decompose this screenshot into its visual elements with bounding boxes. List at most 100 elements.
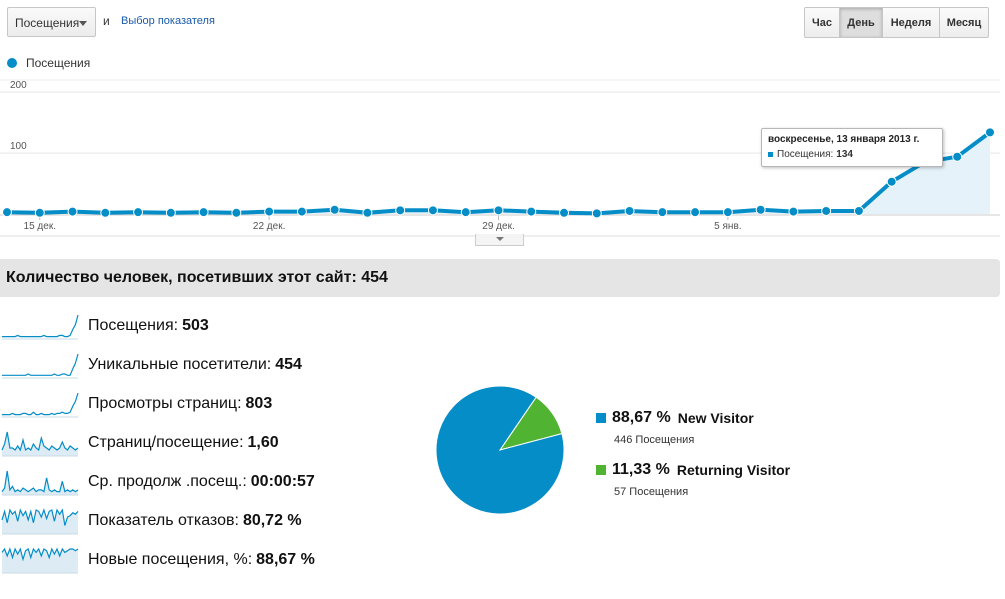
metric-select[interactable]: Посещения — [7, 7, 96, 37]
data-point[interactable] — [329, 204, 340, 215]
data-point[interactable] — [591, 208, 602, 219]
sparkline-area — [2, 510, 78, 534]
and-text: и — [103, 14, 110, 28]
sparkline-line — [1, 508, 79, 526]
period-hour-button[interactable]: Час — [804, 7, 840, 38]
data-point[interactable] — [264, 206, 275, 217]
metric-row-pages-per-visit[interactable]: Страниц/посещение: 1,60 — [0, 428, 279, 458]
new-visitor-percent: 88,67 % — [612, 409, 671, 426]
metric-pages-per-visit: Страниц/посещение: 1,60 — [88, 434, 279, 451]
new-visitor-square-icon — [596, 413, 606, 423]
data-point[interactable] — [395, 205, 406, 216]
sparkline-bounce-rate — [1, 508, 79, 535]
data-point[interactable] — [133, 207, 144, 218]
tooltip-series-square-icon — [768, 152, 773, 157]
data-point[interactable] — [362, 207, 373, 218]
period-selector: Час День Неделя Месяц — [804, 7, 989, 38]
data-point[interactable] — [67, 206, 78, 217]
period-day-button[interactable]: День — [839, 7, 883, 38]
data-point[interactable] — [952, 151, 963, 162]
sparkline-line — [2, 353, 79, 376]
data-point[interactable] — [853, 205, 864, 216]
data-point[interactable] — [100, 207, 111, 218]
metric-row-pageviews[interactable]: Просмотры страниц: 803 — [0, 389, 272, 419]
visits-area — [7, 132, 990, 214]
y-tick-label: 100 — [10, 141, 27, 152]
metric-row-visits[interactable]: Посещения: 503 — [0, 311, 209, 341]
metric-visits: Посещения: 503 — [88, 317, 209, 334]
metric-row-unique-visitors[interactable]: Уникальные посетители: 454 — [0, 350, 302, 380]
summary-header: Количество человек, посетивших этот сайт… — [0, 259, 1000, 297]
new-visitor-label: New Visitor — [677, 410, 754, 426]
data-point[interactable] — [690, 207, 701, 218]
metric-row-bounce-rate[interactable]: Показатель отказов: 80,72 % — [0, 506, 302, 536]
x-tick-label: 22 дек. — [253, 221, 285, 232]
visitor-type-pie — [435, 385, 565, 515]
pie-legend-new-visitor: 88,67 % New Visitor 446 Посещения — [596, 409, 754, 446]
summary-title: Количество человек, посетивших этот сайт… — [6, 269, 388, 286]
returning-visitor-count: 57 Посещения — [614, 486, 689, 498]
sparkline-line — [1, 470, 79, 493]
sparkline-pageviews — [2, 392, 79, 418]
data-point[interactable] — [460, 207, 471, 218]
sparkline-line — [2, 392, 79, 416]
legend-dot-icon — [7, 58, 17, 68]
data-point[interactable] — [296, 206, 307, 217]
data-point[interactable] — [427, 205, 438, 216]
sparkline-line — [1, 431, 79, 452]
sparkline-line — [1, 547, 79, 562]
data-point[interactable] — [231, 207, 242, 218]
collapse-arrow-icon — [496, 237, 504, 241]
data-point[interactable] — [493, 205, 504, 216]
x-tick-label: 5 янв. — [714, 221, 741, 232]
sparkline-line — [2, 314, 79, 338]
metric-pageviews: Просмотры страниц: 803 — [88, 395, 273, 412]
pie-legend-returning-visitor: 11,33 % Returning Visitor 57 Посещения — [596, 461, 790, 498]
period-month-button[interactable]: Месяц — [939, 7, 989, 38]
sparkline-unique-visitors — [2, 353, 79, 379]
data-point[interactable] — [526, 206, 537, 217]
chart-legend: Посещения — [7, 56, 90, 70]
sparkline-visits — [2, 314, 79, 340]
returning-visitor-square-icon — [596, 465, 606, 475]
metric-row-new-visits[interactable]: Новые посещения, %: 88,67 % — [0, 545, 315, 575]
x-tick-label: 15 дек. — [24, 221, 56, 232]
pie-slice-new-visitor[interactable] — [435, 385, 565, 515]
y-tick-label: 200 — [10, 80, 27, 91]
data-point[interactable] — [2, 207, 12, 218]
data-point[interactable] — [165, 207, 176, 218]
returning-visitor-percent: 11,33 % — [612, 461, 670, 478]
data-point[interactable] — [559, 207, 570, 218]
data-point[interactable] — [657, 207, 668, 218]
metric-row-avg-duration[interactable]: Ср. продолж .посещ.: 00:00:57 — [0, 467, 315, 497]
new-visitor-count: 446 Посещения — [614, 434, 695, 446]
metric-new-visits: Новые посещения, %: 88,67 % — [88, 551, 315, 568]
choose-metric-link[interactable]: Выбор показателя — [121, 15, 215, 27]
x-tick-label: 29 дек. — [482, 221, 514, 232]
data-point[interactable] — [624, 205, 635, 216]
legend-label: Посещения — [26, 56, 91, 70]
returning-visitor-label: Returning Visitor — [676, 462, 791, 478]
metric-unique-visitors: Уникальные посетители: 454 — [88, 356, 302, 373]
period-week-button[interactable]: Неделя — [882, 7, 940, 38]
metric-bounce-rate: Показатель отказов: 80,72 % — [88, 512, 302, 529]
sparkline-pages-per-visit — [1, 431, 79, 457]
data-point[interactable] — [34, 207, 45, 218]
data-point[interactable] — [821, 205, 832, 216]
sparkline-avg-duration — [1, 470, 79, 496]
data-point[interactable] — [985, 127, 995, 138]
data-point[interactable] — [722, 207, 733, 218]
tooltip-value: 134 — [836, 149, 853, 160]
chart-tooltip: воскресенье, 13 января 2013 г. Посещения… — [761, 128, 943, 167]
tooltip-date: воскресенье, 13 января 2013 г. — [768, 134, 920, 145]
data-point[interactable] — [788, 206, 799, 217]
chart-collapse-toggle[interactable] — [475, 234, 524, 246]
data-point[interactable] — [755, 204, 766, 215]
sparkline-area — [2, 471, 78, 495]
metric-avg-duration: Ср. продолж .посещ.: 00:00:57 — [88, 473, 315, 490]
data-point[interactable] — [198, 207, 209, 218]
tooltip-series-label: Посещения: — [777, 149, 834, 160]
metric-select-value: Посещения — [15, 16, 80, 30]
data-point[interactable] — [886, 176, 897, 187]
sparkline-new-visits — [1, 547, 79, 574]
